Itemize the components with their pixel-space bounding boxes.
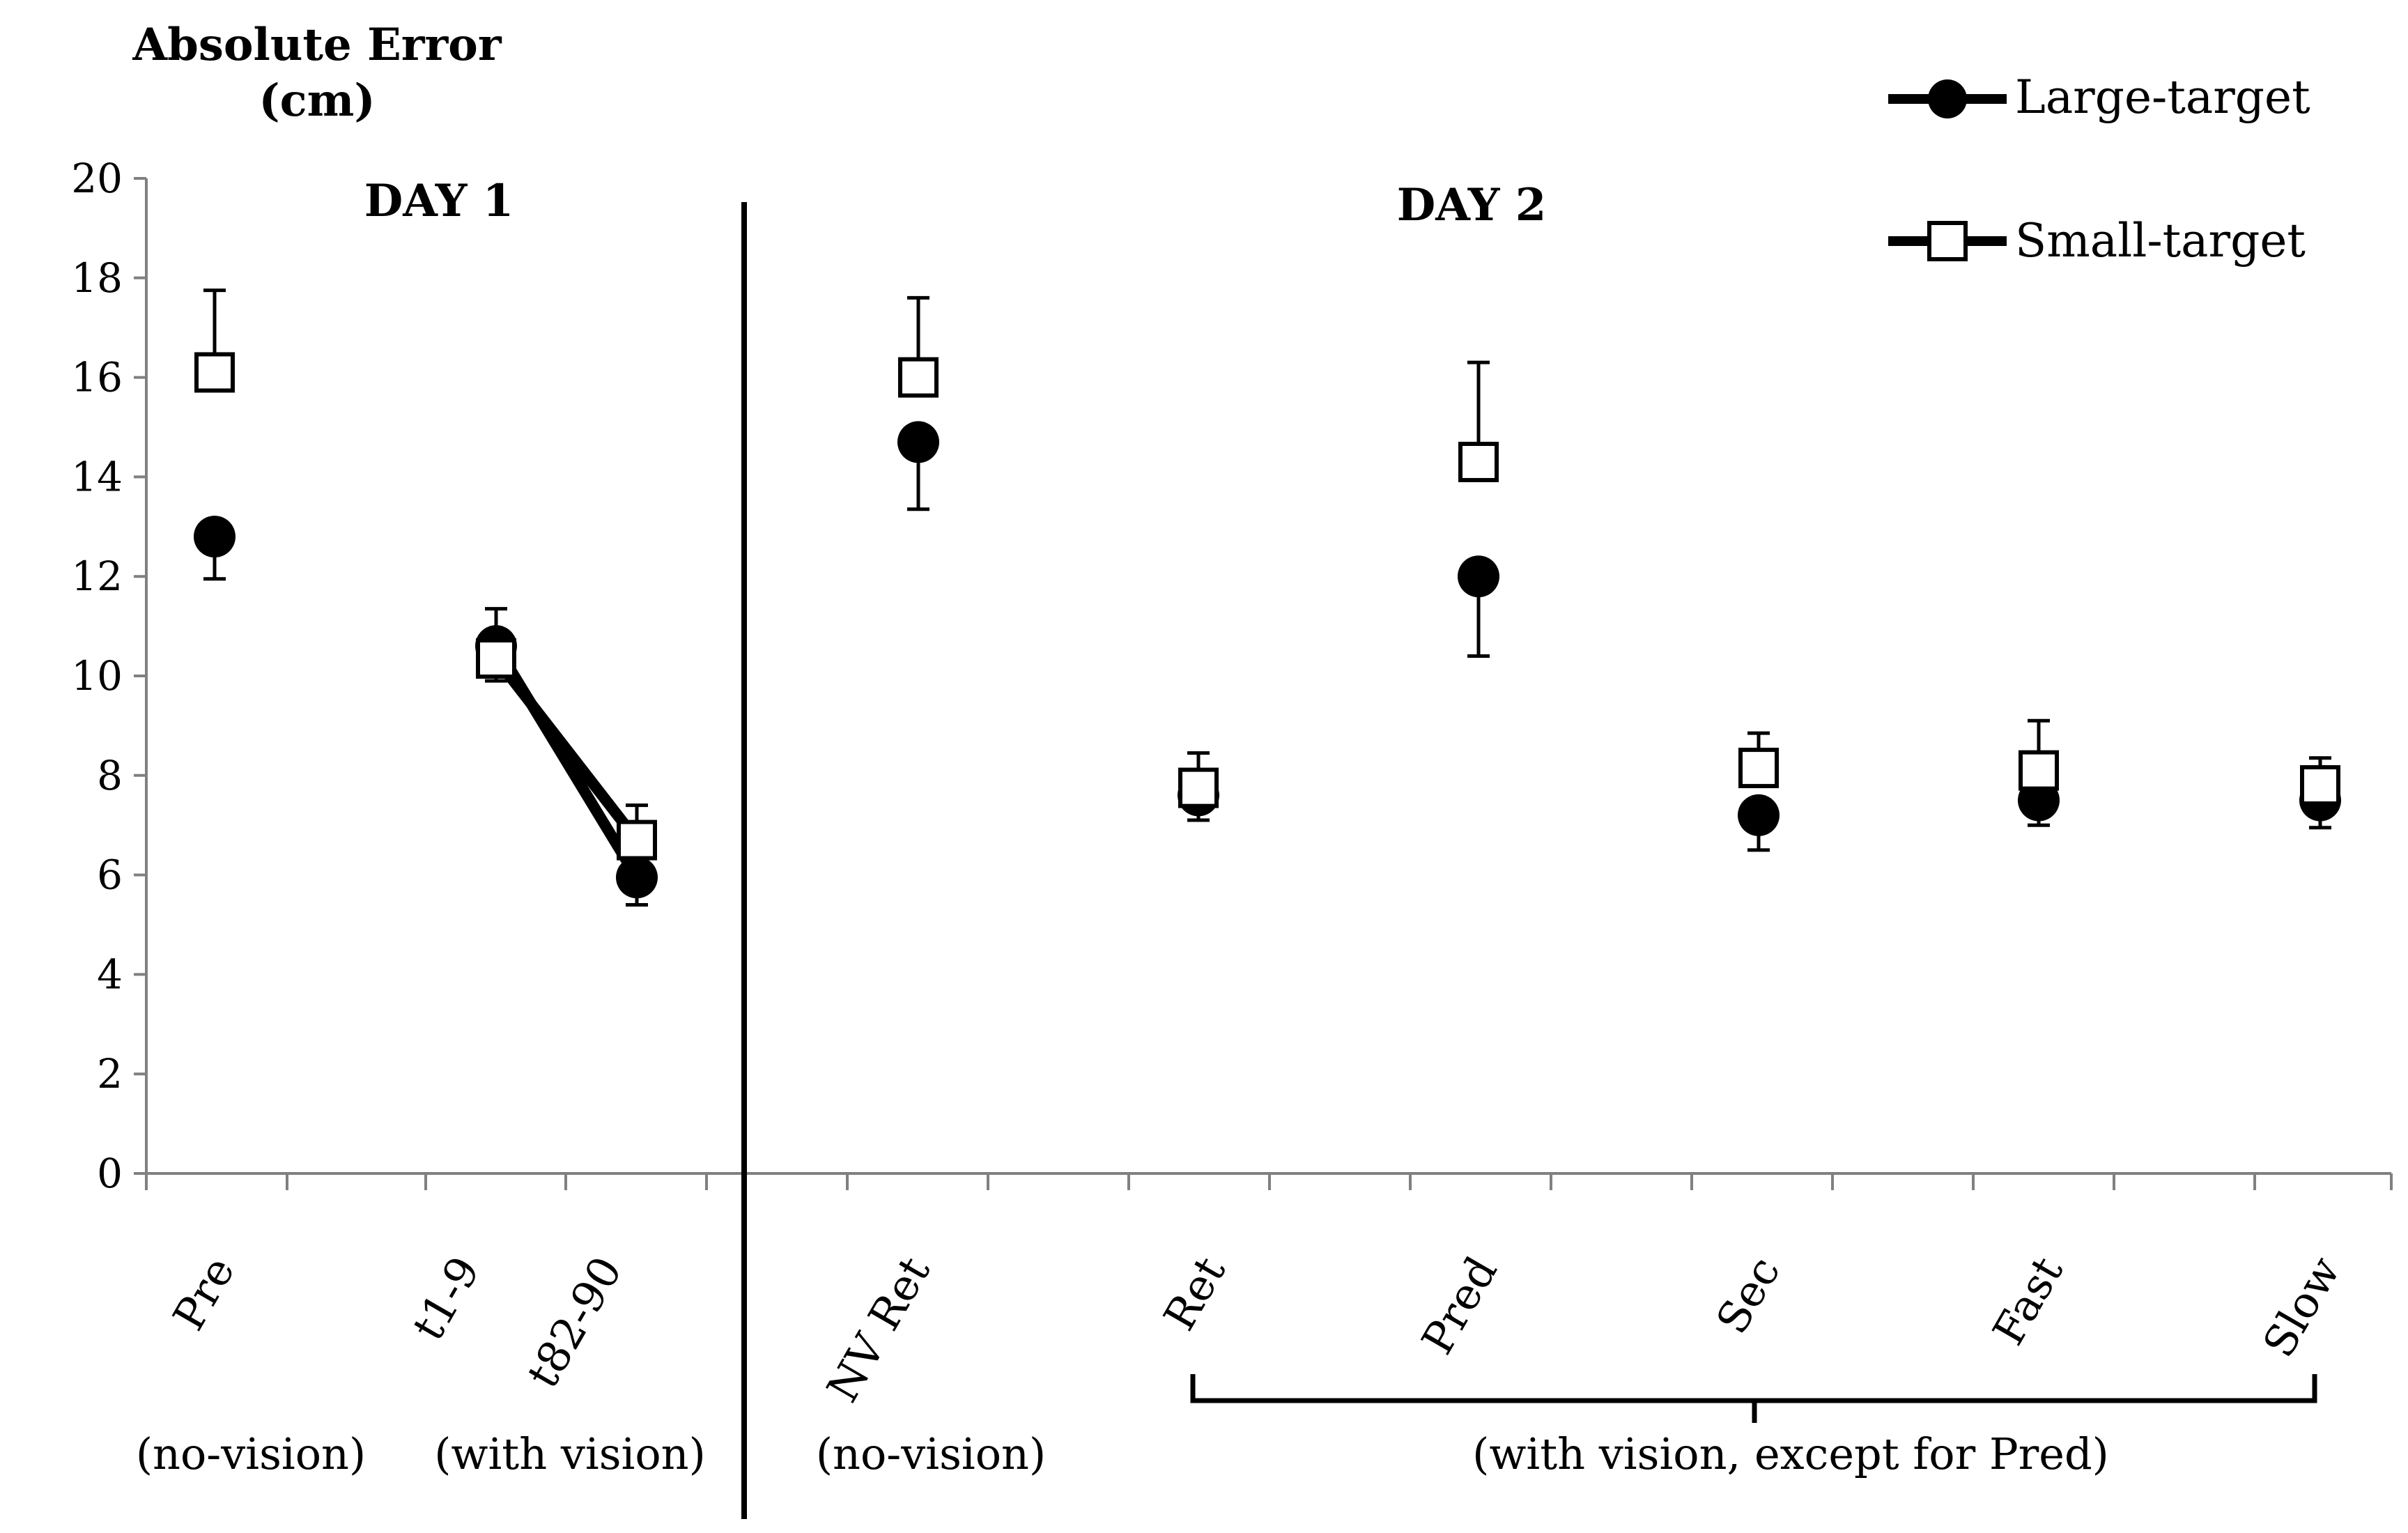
series-line-small-target — [491, 655, 642, 844]
y-tick-label: 0 — [97, 1150, 123, 1197]
data-point-small-target — [476, 638, 516, 679]
legend-label-small-target: Small-target — [2015, 214, 2306, 268]
data-point-large-target — [1458, 555, 1499, 598]
x-category-label: t82-90 — [517, 1248, 632, 1396]
y-tick-label: 2 — [97, 1050, 123, 1097]
y-tick-label: 14 — [71, 453, 123, 500]
x-category-label: Fast — [1983, 1248, 2074, 1353]
x-category-label: Pred — [1412, 1248, 1507, 1362]
x-category-label: Sec — [1706, 1248, 1790, 1342]
group-bracket — [1190, 1374, 2317, 1423]
data-point-small-target — [2019, 750, 2059, 791]
data-point-small-target — [1458, 441, 1499, 482]
y-tick-label: 18 — [71, 254, 123, 302]
y-axis-label: Absolute Error — [132, 19, 502, 71]
x-category-label: Ret — [1154, 1248, 1235, 1339]
y-tick-label: 20 — [71, 155, 123, 202]
y-tick-label: 8 — [97, 752, 123, 799]
y-tick-label: 10 — [71, 652, 123, 700]
data-point-large-target — [194, 516, 236, 558]
data-point-small-target — [617, 819, 657, 861]
group-label: (with vision) — [434, 1428, 706, 1479]
data-point-small-target — [1178, 767, 1219, 808]
x-category-label: t1-9 — [402, 1248, 490, 1349]
x-category-label: Slow — [2253, 1248, 2350, 1366]
y-tick-label: 16 — [71, 354, 123, 401]
legend-marker-large-target — [1928, 79, 1967, 118]
legend-label-large-target: Large-target — [2015, 70, 2310, 124]
group-label: (no-vision) — [136, 1428, 366, 1479]
data-point-large-target — [897, 421, 939, 463]
day-label: DAY 2 — [1397, 179, 1546, 231]
y-tick-label: 4 — [97, 950, 123, 998]
x-category-label: NV Ret — [817, 1248, 940, 1410]
data-point-large-target — [616, 856, 658, 899]
legend-marker-small-target — [1927, 221, 1968, 261]
group-label: (with vision, except for Pred) — [1472, 1428, 2109, 1479]
y-tick-label: 12 — [71, 553, 123, 600]
x-category-label: Pre — [163, 1248, 245, 1339]
y-tick-label: 6 — [97, 852, 123, 899]
data-point-small-target — [2300, 765, 2340, 806]
day-label: DAY 1 — [364, 175, 514, 227]
data-point-large-target — [1738, 794, 1780, 836]
data-point-small-target — [898, 357, 939, 398]
group-label: (no-vision) — [816, 1428, 1046, 1479]
data-point-small-target — [1738, 748, 1779, 789]
y-axis-label: (cm) — [258, 75, 375, 127]
data-point-small-target — [194, 352, 235, 393]
